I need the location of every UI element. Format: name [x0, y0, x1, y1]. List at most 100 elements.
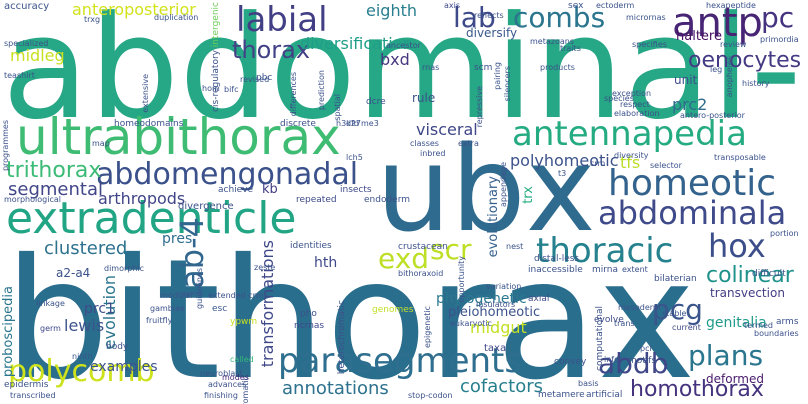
cloud-word: silencers [503, 66, 512, 102]
cloud-word: antero-posterior [680, 111, 745, 120]
cloud-word: thorax [232, 36, 311, 64]
cloud-word: abdominala [598, 194, 787, 232]
cloud-word: proboscipedia [1, 286, 16, 378]
cloud-word: fruitfly [146, 316, 173, 325]
cloud-word: annotations [282, 378, 389, 399]
cloud-word: diversity [614, 151, 649, 160]
cloud-word: anteroposterior [72, 0, 196, 19]
cloud-word: scr [430, 233, 472, 266]
cloud-word: eighth [366, 1, 417, 20]
cloud-word: modes [222, 373, 249, 382]
cloud-word: current [672, 323, 701, 332]
cloud-word: ubx [376, 120, 596, 258]
cloud-word: reflects [474, 11, 504, 20]
cloud-word: a2-a4 [56, 266, 91, 280]
cloud-word: advances [208, 380, 247, 389]
cloud-word: oenocytes [688, 48, 802, 73]
cloud-word: selector [650, 161, 682, 170]
cloud-word: arms [776, 317, 799, 327]
cloud-word: pc [761, 1, 795, 34]
cloud-word: species [604, 94, 634, 103]
cloud-word: segmental [8, 179, 103, 200]
cloud-word: ypwm [230, 317, 258, 327]
cloud-word: linkage [36, 299, 65, 308]
cloud-word: modular [160, 291, 194, 300]
cloud-word: map [92, 139, 110, 148]
cloud-word: metazoans [530, 37, 574, 46]
cloud-word: prediction [317, 70, 326, 111]
cloud-word: labial [236, 0, 328, 40]
cloud-word: phylogenetic [436, 291, 527, 307]
cloud-word: distal-less [534, 254, 580, 264]
cloud-word: accuracy [4, 1, 50, 12]
cloud-word: finishing [204, 391, 238, 400]
cloud-word: ncrnas [294, 321, 325, 331]
cloud-word: epigenetic [423, 306, 432, 348]
cloud-word: spatial [333, 94, 342, 121]
cloud-word: diversify [466, 26, 518, 40]
cloud-word: pcl [640, 344, 652, 353]
cloud-word: exd [378, 242, 430, 275]
cloud-word: body [106, 342, 129, 352]
cloud-word: cis-regulatory [211, 50, 221, 112]
cloud-word: dfd [346, 119, 359, 128]
cloud-word: zeste [254, 263, 276, 272]
cloud-word: rule [412, 91, 436, 105]
cloud-word: haltere [676, 29, 722, 44]
cloud-word: trx [521, 186, 536, 204]
cloud-word: neuroblast [200, 369, 243, 378]
cloud-word: extensive [141, 74, 150, 113]
cloud-word: t3 [558, 169, 567, 178]
cloud-word: leg [710, 65, 723, 74]
cloud-word: gambiae [150, 304, 185, 313]
cloud-word: stable [662, 309, 687, 318]
cloud-word: hth [314, 255, 338, 271]
cloud-word: transposable [714, 153, 766, 162]
cloud-word: repeated [296, 195, 337, 205]
cloud-word: tfs [620, 153, 641, 172]
cloud-word: pcg [652, 293, 703, 326]
cloud-word: extradenticle [6, 193, 297, 244]
cloud-word: hox [708, 227, 766, 265]
cloud-word: abdominal-b [2, 0, 808, 151]
cloud-word: metamere [538, 390, 585, 400]
cloud-word: transformations [258, 240, 277, 368]
cloud-word: lab [453, 1, 496, 34]
cloud-word: transcribed [10, 391, 56, 400]
cloud-word: specialized [4, 39, 49, 48]
cloud-word: termed [744, 321, 773, 330]
cloud-word: dimorphic [104, 264, 145, 273]
cloud-word: axial [528, 294, 550, 304]
cloud-word: identities [290, 241, 332, 251]
cloud-word: micrornas [626, 13, 666, 22]
cloud-word: bilaterian [654, 274, 697, 284]
cloud-word: dcre [366, 97, 386, 107]
cloud-word: trxg [84, 15, 101, 24]
cloud-word: lch5 [346, 153, 363, 162]
cloud-word: elaboration [614, 109, 660, 118]
cloud-word: inbred [420, 149, 446, 158]
cloud-word: insects [340, 185, 372, 195]
cloud-word: discrete [280, 119, 316, 129]
cloud-word: arthropods [98, 189, 186, 208]
cloud-word: diversification [300, 34, 413, 53]
cloud-word: pho [300, 309, 317, 319]
cloud-word: plans [688, 339, 764, 372]
cloud-word: crm [590, 159, 606, 168]
cloud-word: hom [202, 84, 220, 93]
cloud-word: review [720, 40, 747, 49]
cloud-word: transvection [710, 286, 785, 300]
cloud-word: mesoderm [618, 303, 661, 312]
cloud-word: germ [40, 324, 61, 333]
cloud-word: trans [614, 319, 635, 328]
cloud-word: pres [162, 231, 193, 247]
cloud-word: difficult [752, 269, 786, 279]
cloud-word: genomes [372, 305, 414, 315]
cloud-word: portion [770, 229, 799, 238]
cloud-word: antennapedia [512, 114, 747, 154]
cloud-word: anopheles [725, 56, 734, 98]
cloud-word: ancestor [386, 41, 421, 50]
cloud-word: ectoderm [596, 1, 635, 10]
cloud-word: homothorax [630, 377, 764, 402]
cloud-word: revised [240, 75, 270, 84]
